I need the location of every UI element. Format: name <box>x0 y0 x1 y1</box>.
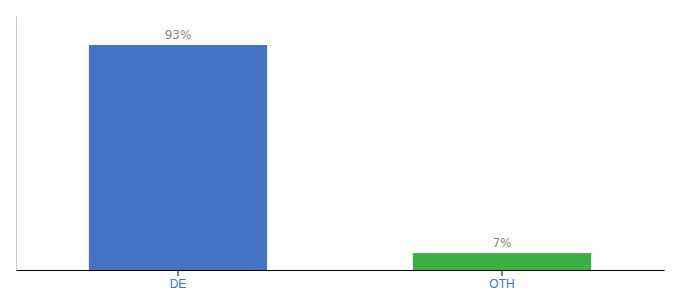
x-tick: DE <box>170 270 187 291</box>
chart: DE OTH 93% 7% <box>0 0 680 300</box>
x-tick: OTH <box>489 270 514 291</box>
y-axis <box>16 17 17 271</box>
bar <box>89 45 267 270</box>
data-label: 93% <box>165 28 192 42</box>
x-tick-mark <box>502 270 503 276</box>
bar <box>413 253 591 270</box>
x-axis: DE OTH <box>17 270 665 291</box>
y-axis-line <box>16 17 17 271</box>
data-label: 7% <box>492 236 511 250</box>
plot: DE OTH 93% 7% <box>17 17 665 291</box>
x-tick-label: OTH <box>489 277 514 291</box>
data-labels: 93% 7% <box>165 28 512 250</box>
x-axis-line <box>17 270 665 271</box>
bars <box>89 45 591 270</box>
x-tick-mark <box>178 270 179 276</box>
x-tick-label: DE <box>170 277 187 291</box>
